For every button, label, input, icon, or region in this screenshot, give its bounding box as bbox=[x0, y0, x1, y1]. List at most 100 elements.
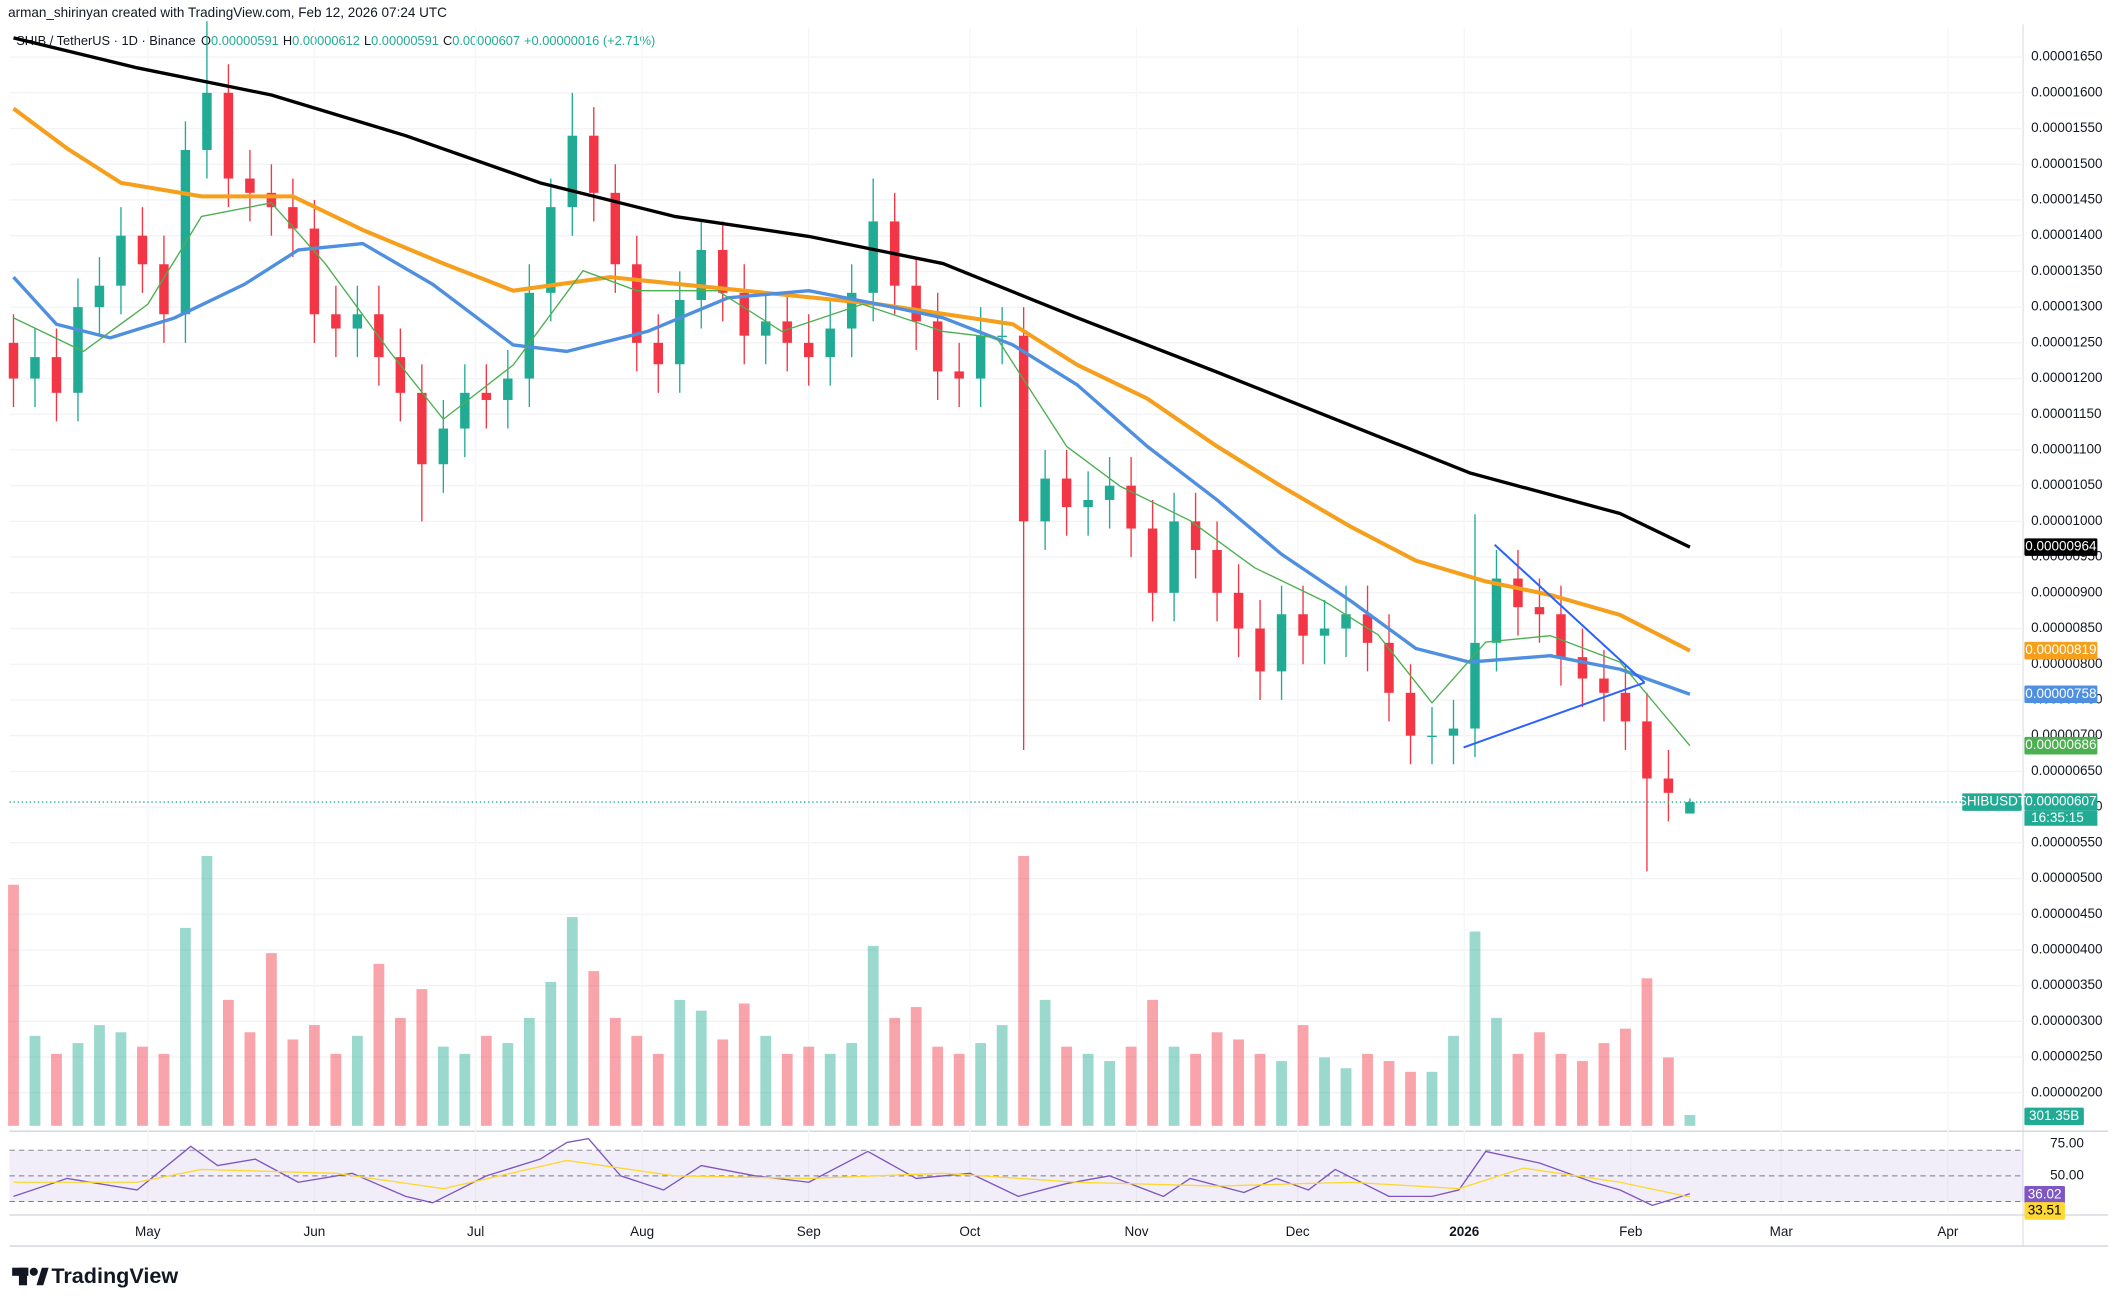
volume-bar bbox=[674, 999, 686, 1126]
price-badge: 0.00000607 bbox=[2025, 794, 2096, 809]
volume-bar bbox=[416, 989, 428, 1126]
candle-body bbox=[610, 192, 621, 265]
symbol: SHIB / TetherUS · 1D · Binance bbox=[16, 33, 195, 48]
volume-bar bbox=[588, 971, 600, 1126]
candle-body bbox=[1556, 614, 1566, 658]
ohlc-label: O bbox=[201, 33, 211, 48]
volume-bar bbox=[910, 1007, 922, 1126]
candle-body bbox=[51, 357, 62, 393]
y-tick-label: 0.00000900 bbox=[2031, 584, 2102, 599]
candle-body bbox=[1169, 521, 1179, 593]
y-tick-label: 0.00001200 bbox=[2031, 370, 2102, 385]
symbol-badge-bg bbox=[1962, 793, 2022, 811]
volume-bar bbox=[631, 1035, 643, 1126]
candle-body bbox=[223, 92, 234, 179]
volume-bar bbox=[1405, 1071, 1416, 1126]
rsi-line bbox=[13, 1159, 1691, 1198]
triangle-line bbox=[1463, 681, 1645, 749]
logo-part bbox=[36, 1267, 49, 1286]
triangle-line bbox=[1493, 543, 1646, 684]
candle-body bbox=[352, 314, 363, 329]
ma-value-badge: 0.00000964 bbox=[2025, 539, 2097, 554]
x-tick-label: Dec bbox=[1286, 1224, 1310, 1239]
candle-body bbox=[245, 178, 255, 193]
volume-bar bbox=[738, 1003, 750, 1126]
candle-body bbox=[567, 135, 578, 208]
volume-bar bbox=[1555, 1053, 1567, 1126]
countdown: 16:35:15 bbox=[2031, 810, 2084, 825]
candle-body bbox=[1384, 642, 1394, 693]
ma-value-badge-bg bbox=[2024, 685, 2098, 704]
candle-body bbox=[266, 192, 277, 208]
candle-body bbox=[825, 328, 835, 358]
y-tick-label: 0.00000300 bbox=[2031, 1013, 2102, 1028]
candle-body bbox=[868, 221, 878, 293]
volume-badge-bg bbox=[2024, 1107, 2084, 1126]
volume-bar bbox=[1684, 1114, 1696, 1126]
y-tick-label: 0.00000800 bbox=[2031, 656, 2102, 671]
volume-bar bbox=[717, 1039, 729, 1126]
candle-body bbox=[395, 357, 406, 393]
volume-bar bbox=[975, 1043, 987, 1126]
candle-body bbox=[417, 392, 427, 465]
ma-value-badge-bg bbox=[2024, 736, 2098, 755]
volume-bar bbox=[1147, 999, 1159, 1126]
candle-body bbox=[632, 264, 642, 343]
ma-value-badge: 0.00000686 bbox=[2025, 737, 2096, 752]
volume-bar bbox=[180, 927, 191, 1126]
candle-body bbox=[911, 285, 921, 322]
symbol-badge: SHIBUSDT bbox=[1958, 794, 2026, 809]
volume-bar bbox=[480, 1035, 492, 1126]
candle-body bbox=[438, 428, 449, 465]
volume-bar bbox=[223, 999, 234, 1126]
rsi-badge: 33.51 bbox=[2028, 1203, 2062, 1218]
candle-body bbox=[1018, 335, 1029, 522]
y-tick-label: 0.00001650 bbox=[2031, 49, 2102, 64]
candle-body bbox=[1298, 614, 1308, 636]
y-tick-label: 0.00000850 bbox=[2031, 620, 2102, 635]
moving-average bbox=[13, 36, 1691, 549]
volume-bar bbox=[29, 1035, 41, 1126]
volume-bar bbox=[1448, 1035, 1459, 1126]
ohlc-value: 0.00000591 bbox=[211, 33, 279, 48]
volume-bar bbox=[1297, 1025, 1309, 1126]
volume-bar bbox=[1577, 1061, 1588, 1126]
candle-body bbox=[1126, 485, 1136, 529]
candle-body bbox=[546, 207, 556, 293]
volume-bar bbox=[781, 1053, 793, 1126]
volume-bar bbox=[867, 945, 879, 1126]
candle-body bbox=[1147, 528, 1158, 593]
candle-body bbox=[1685, 802, 1695, 814]
volume-bar bbox=[760, 1035, 772, 1126]
volume-bar bbox=[1534, 1032, 1545, 1126]
candle-body bbox=[954, 371, 964, 379]
volume-bar bbox=[609, 1017, 621, 1126]
volume-bar bbox=[1125, 1046, 1137, 1126]
ohlc-value: 0.00000591 bbox=[371, 33, 439, 48]
candle-body bbox=[1448, 728, 1459, 736]
volume-badge: 301.35B bbox=[2029, 1108, 2079, 1123]
volume-bar bbox=[1190, 1053, 1201, 1126]
moving-average bbox=[12, 106, 1691, 653]
volume-bar bbox=[1319, 1057, 1330, 1126]
volume-bar bbox=[1276, 1061, 1287, 1126]
volume-bar bbox=[1082, 1053, 1094, 1126]
volume-bar bbox=[287, 1039, 299, 1126]
ohlc-label: C bbox=[443, 33, 452, 48]
candle-body bbox=[94, 285, 105, 308]
candle-body bbox=[1663, 778, 1674, 793]
candle-body bbox=[1233, 592, 1244, 629]
change: +0.00000016 (+2.71%) bbox=[524, 33, 655, 48]
candle-body bbox=[116, 235, 126, 286]
y-tick-label: 0.00000450 bbox=[2031, 906, 2102, 921]
rsi-line bbox=[13, 1137, 1691, 1207]
ohlc-label: L bbox=[364, 33, 371, 48]
volume-bar bbox=[459, 1053, 471, 1126]
y-tick-label: 0.00001050 bbox=[2031, 477, 2102, 492]
x-tick-label: 2026 bbox=[1449, 1224, 1480, 1239]
candle-body bbox=[202, 92, 212, 150]
candle-body bbox=[331, 314, 341, 329]
y-tick-label: 0.00001500 bbox=[2031, 156, 2102, 171]
volume-bar bbox=[695, 1010, 707, 1126]
